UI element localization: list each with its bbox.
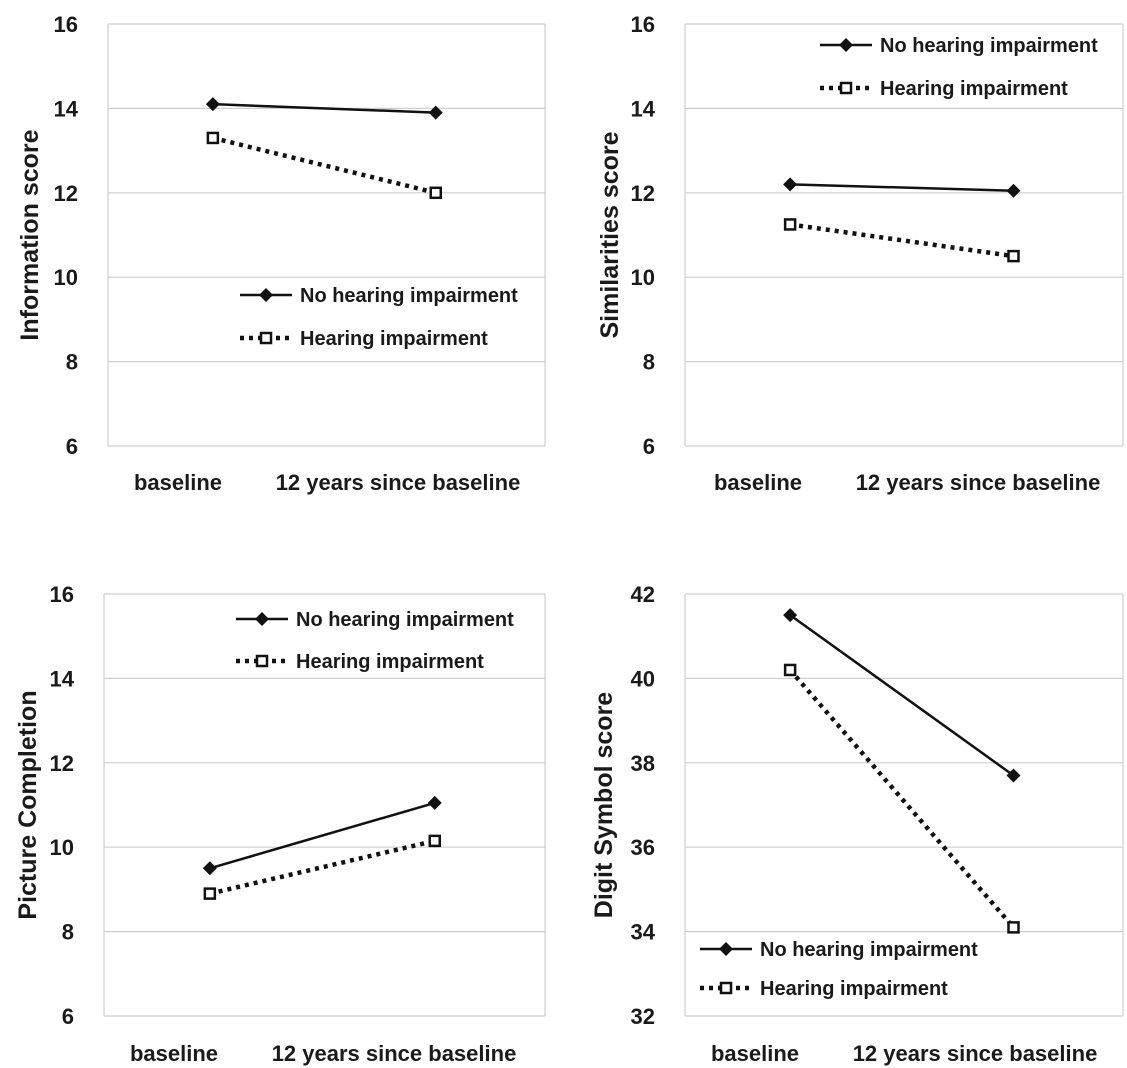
y-tick-label: 12 xyxy=(54,181,78,206)
data-point-no-hearing-impairment xyxy=(428,105,443,120)
legend-marker-square xyxy=(255,654,269,668)
legend-marker-square xyxy=(839,81,853,95)
data-point-hearing-impairment xyxy=(1007,249,1020,263)
legend-label-no-hearing-impairment: No hearing impairment xyxy=(880,35,1098,57)
legend-marker-diamond xyxy=(719,942,733,956)
y-tick-label: 6 xyxy=(643,434,655,459)
x-tick-label: baseline xyxy=(714,470,802,495)
y-tick-label: 14 xyxy=(631,96,656,121)
y-tick-label: 14 xyxy=(50,666,75,691)
y-tick-label: 12 xyxy=(50,751,74,776)
series-line-hearing-impairment xyxy=(212,135,437,195)
y-tick-label: 10 xyxy=(631,265,655,290)
legend-marker-diamond xyxy=(259,288,273,302)
panel-1: 6 8 10 12 14 16 Information score baseline 12 ye… xyxy=(16,12,546,495)
y-tick-label: 10 xyxy=(50,835,74,860)
data-point-hearing-impairment xyxy=(1007,921,1020,934)
legend-label-no-hearing-impairment: No hearing impairment xyxy=(300,285,518,307)
panel-3: 6 8 10 12 14 16 Picture Completion baseline 12 y… xyxy=(14,582,546,1066)
data-point-no-hearing-impairment xyxy=(1006,183,1021,198)
y-tick-label: 8 xyxy=(66,350,78,375)
data-point-hearing-impairment xyxy=(203,887,217,900)
series-line-hearing-impairment xyxy=(788,668,1016,929)
y-tick-label: 16 xyxy=(54,12,78,37)
series-line-no-hearing-impairment xyxy=(790,183,1014,192)
x-tick-label: baseline xyxy=(130,1041,218,1066)
data-point-hearing-impairment xyxy=(206,131,220,145)
panel-4: 32 34 36 38 40 42 Digit Symbol score baseline 12… xyxy=(590,582,1124,1066)
data-point-no-hearing-impairment xyxy=(783,177,798,192)
data-point-no-hearing-impairment xyxy=(783,608,798,623)
legend: No hearing impairment Hearing impairment xyxy=(240,285,518,350)
x-tick-label: 12 years since baseline xyxy=(856,470,1101,495)
legend-label-hearing-impairment: Hearing impairment xyxy=(760,978,948,1000)
y-tick-label: 36 xyxy=(631,835,655,860)
x-tick-label: baseline xyxy=(711,1041,799,1066)
legend-marker-square xyxy=(719,981,733,995)
data-point-no-hearing-impairment xyxy=(202,861,217,876)
x-tick-label: 12 years since baseline xyxy=(272,1041,517,1066)
y-tick-label: 8 xyxy=(643,350,655,375)
legend-marker-square xyxy=(259,331,273,345)
legend: No hearing impairment Hearing impairment xyxy=(236,609,514,673)
y-tick-label: 8 xyxy=(62,920,74,945)
y-tick-label: 42 xyxy=(631,582,655,607)
x-tick-label: 12 years since baseline xyxy=(276,470,521,495)
legend-label-hearing-impairment: Hearing impairment xyxy=(296,651,484,673)
data-point-hearing-impairment xyxy=(428,834,441,848)
data-point-hearing-impairment xyxy=(783,218,797,231)
y-axis-label: Information score xyxy=(16,129,44,340)
y-tick-label: 40 xyxy=(631,666,655,691)
x-tick-label: baseline xyxy=(134,470,222,495)
series-line-no-hearing-impairment xyxy=(212,102,436,114)
y-tick-label: 6 xyxy=(62,1004,74,1029)
panel-2: 6 8 10 12 14 16 Similarities score baseline 12 y… xyxy=(596,12,1124,495)
y-tick-label: 10 xyxy=(54,265,78,290)
data-point-no-hearing-impairment xyxy=(427,795,442,810)
y-tick-label: 16 xyxy=(50,582,74,607)
legend: No hearing impairment Hearing impairment xyxy=(700,939,978,1000)
data-point-hearing-impairment xyxy=(783,663,797,677)
y-tick-label: 32 xyxy=(631,1004,655,1029)
x-tick-label: 12 years since baseline xyxy=(853,1041,1098,1066)
y-tick-label: 34 xyxy=(631,920,656,945)
data-point-hearing-impairment xyxy=(429,186,442,200)
legend: No hearing impairment Hearing impairment xyxy=(820,35,1098,100)
data-point-no-hearing-impairment xyxy=(1006,768,1021,783)
legend-marker-diamond xyxy=(839,38,853,52)
y-axis-label: Similarities score xyxy=(596,131,624,338)
y-axis-label: Picture Completion xyxy=(14,690,42,919)
data-point-no-hearing-impairment xyxy=(205,97,220,112)
series-line-hearing-impairment xyxy=(789,222,1014,259)
series-line-no-hearing-impairment xyxy=(209,801,436,870)
legend-label-no-hearing-impairment: No hearing impairment xyxy=(296,609,514,631)
y-tick-label: 16 xyxy=(631,12,655,37)
legend-label-no-hearing-impairment: No hearing impairment xyxy=(760,939,978,961)
y-tick-label: 14 xyxy=(54,96,79,121)
y-tick-label: 6 xyxy=(66,434,78,459)
legend-label-hearing-impairment: Hearing impairment xyxy=(300,328,488,350)
y-axis-label: Digit Symbol score xyxy=(590,692,618,919)
series-line-hearing-impairment xyxy=(209,838,436,896)
legend-marker-diamond xyxy=(255,612,269,626)
y-tick-label: 38 xyxy=(631,751,655,776)
y-tick-label: 12 xyxy=(631,181,655,206)
legend-label-hearing-impairment: Hearing impairment xyxy=(880,78,1068,100)
series-line-no-hearing-impairment xyxy=(789,614,1015,777)
